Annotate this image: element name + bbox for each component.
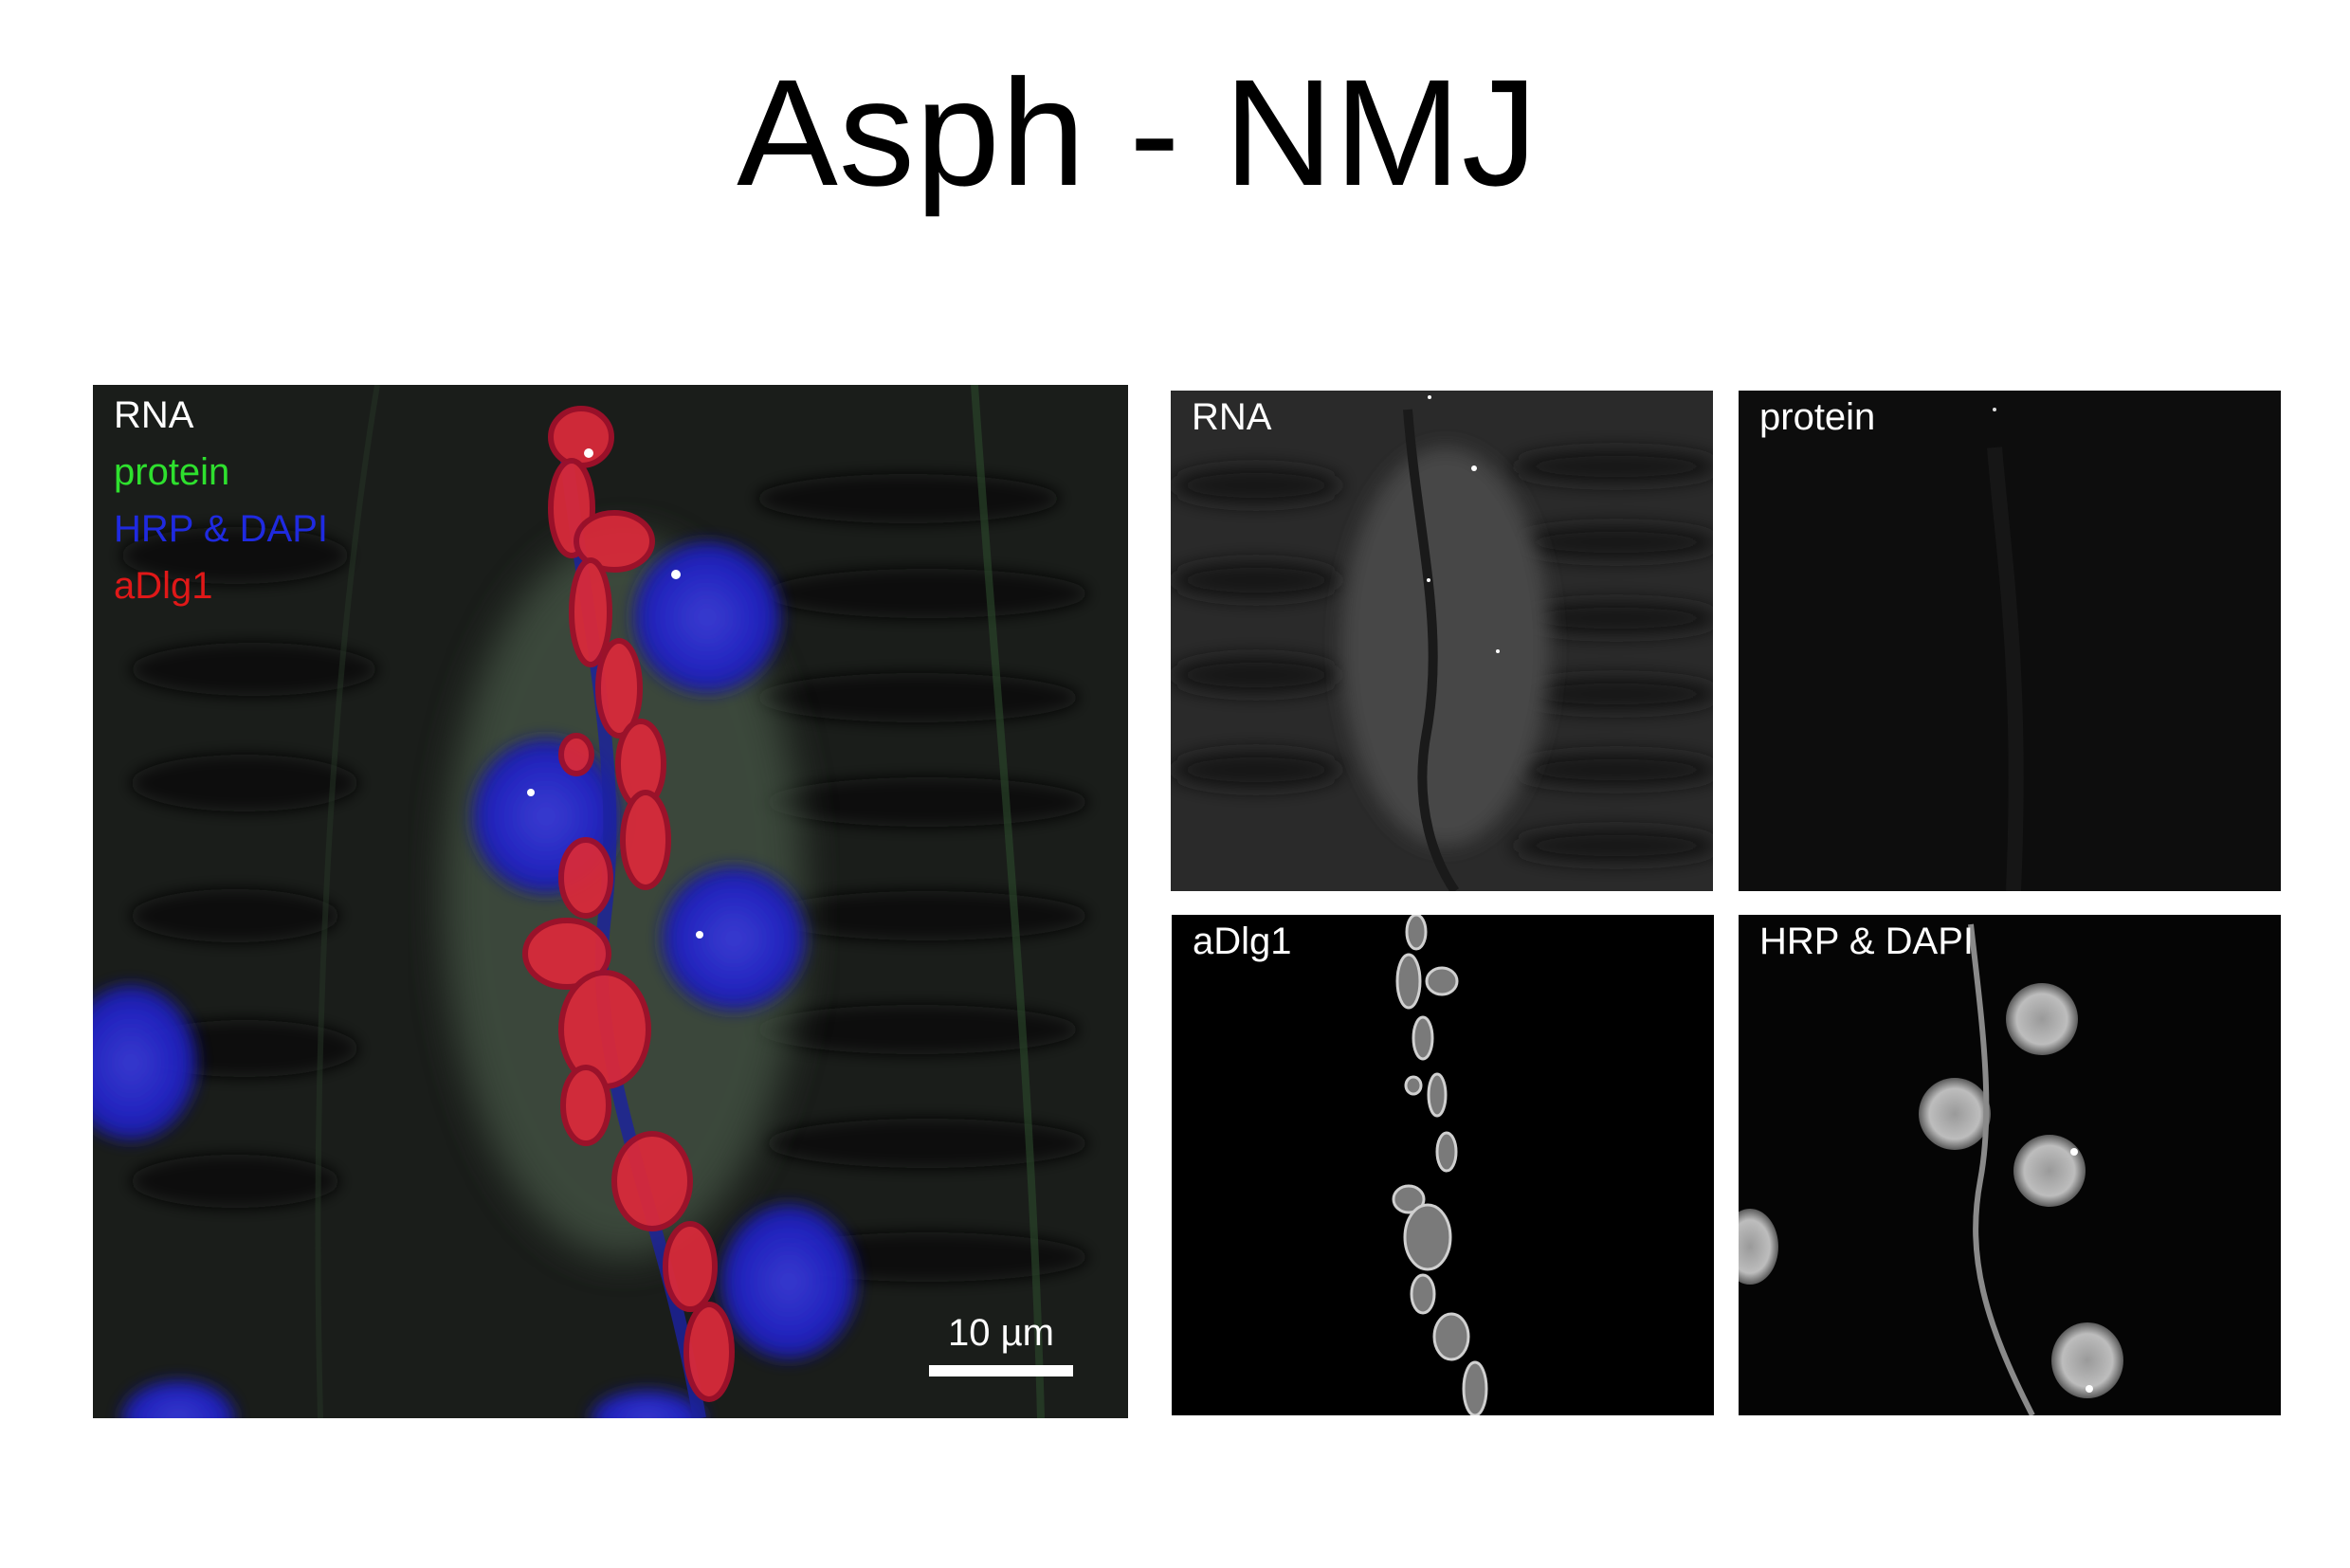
- legend-adlg1: aDlg1: [114, 565, 213, 607]
- hrp-dapi-micrograph: [1739, 915, 2281, 1415]
- adlg1-channel-panel: aDlg1: [1172, 915, 1714, 1415]
- legend-protein: protein: [114, 451, 230, 493]
- legend-rna: RNA: [114, 394, 194, 436]
- slide-title: Asph - NMJ: [737, 47, 1539, 217]
- scale-bar-label: 10 µm: [948, 1312, 1054, 1354]
- rna-micrograph: [1171, 391, 1713, 891]
- rna-channel-panel: RNA: [1171, 391, 1713, 891]
- panel-label-hrp-dapi: HRP & DAPI: [1759, 921, 1974, 962]
- panel-label-rna: RNA: [1192, 396, 1272, 438]
- merged-micrograph: [93, 385, 1128, 1418]
- scale-bar: [929, 1365, 1073, 1377]
- panel-label-adlg1: aDlg1: [1193, 921, 1292, 962]
- legend-hrp-dapi: HRP & DAPI: [114, 508, 328, 550]
- hrp-dapi-channel-panel: HRP & DAPI: [1739, 915, 2281, 1415]
- adlg1-micrograph: [1172, 915, 1714, 1415]
- protein-micrograph: [1739, 391, 2281, 891]
- merged-image-panel: RNA protein HRP & DAPI aDlg1 10 µm: [93, 385, 1128, 1418]
- protein-channel-panel: protein: [1739, 391, 2281, 891]
- panel-label-protein: protein: [1759, 396, 1876, 438]
